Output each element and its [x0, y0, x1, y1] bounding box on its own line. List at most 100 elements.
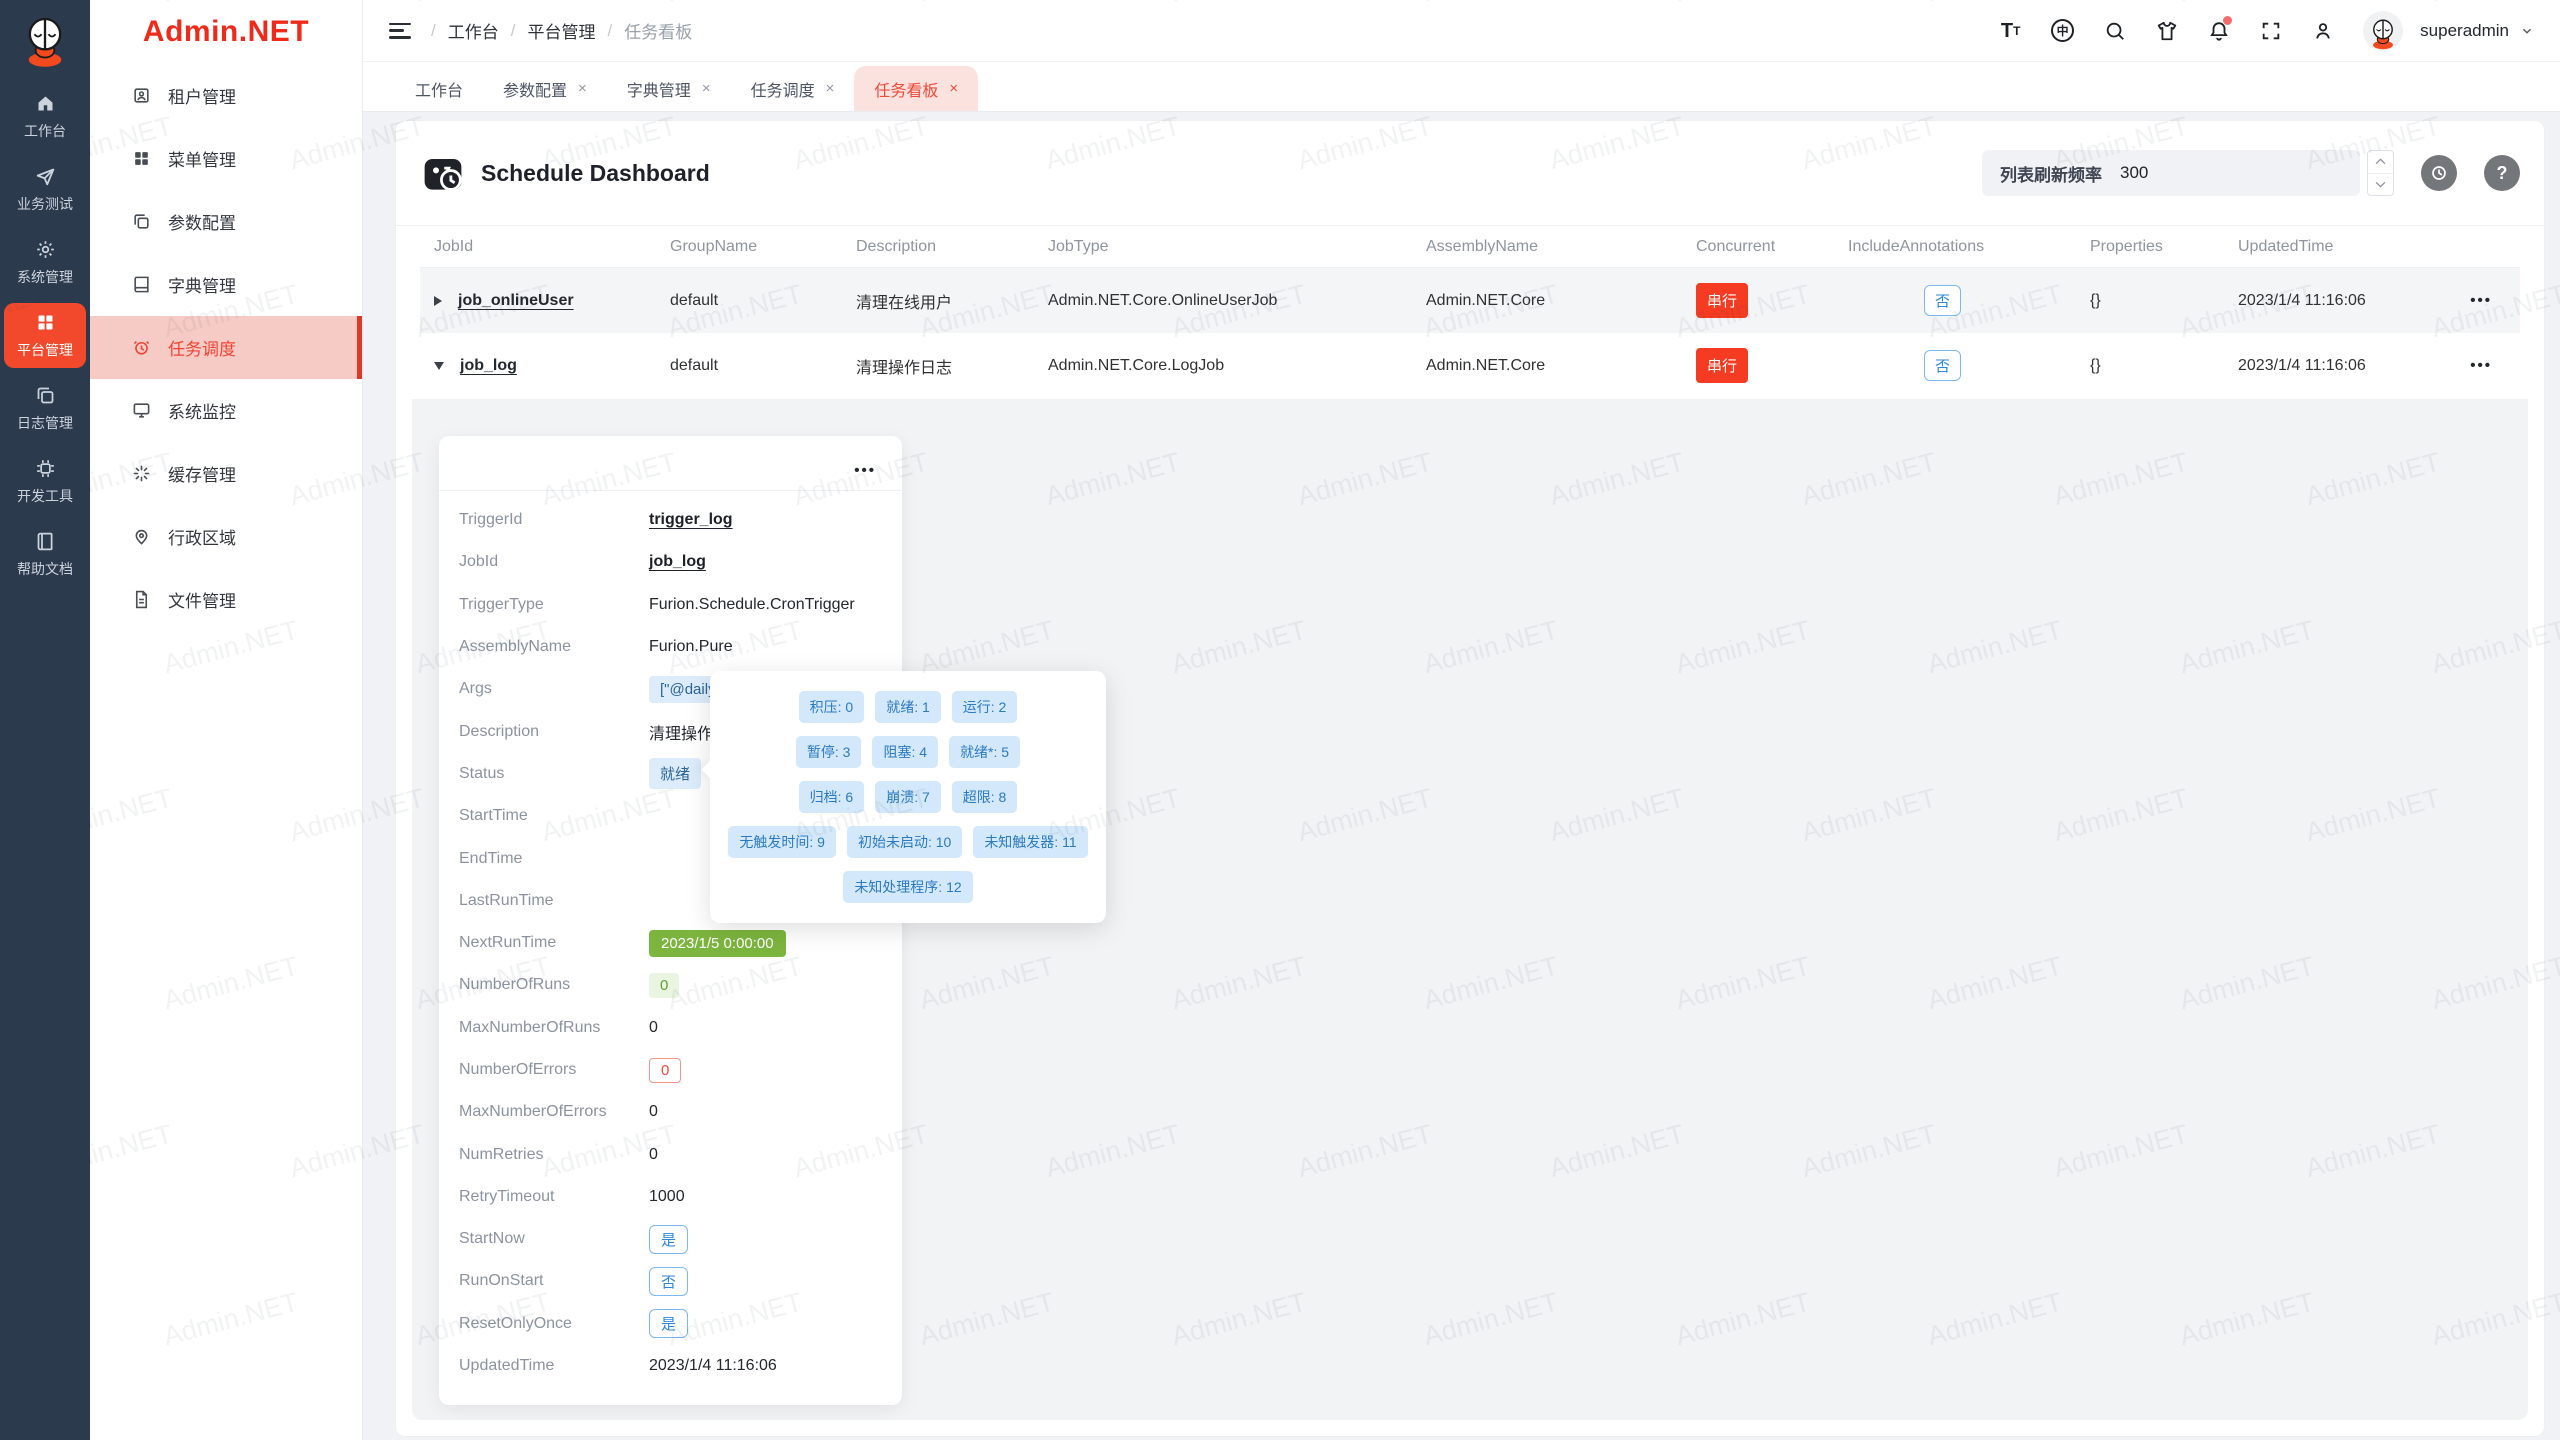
jobid-link[interactable]: job_log [460, 356, 517, 374]
cell-updatedtime: 2023/1/4 11:16:06 [2238, 356, 2366, 374]
sidebar-item-label: 菜单管理 [168, 151, 236, 170]
detail-row: TriggerId trigger_log [439, 499, 902, 541]
detail-label: NextRunTime [459, 934, 557, 952]
tab-close-icon[interactable]: × [578, 80, 587, 97]
sidebar-menu-item[interactable]: 菜单管理 [90, 127, 362, 190]
detail-label: ResetOnlyOnce [459, 1314, 572, 1332]
refresh-rate-stepper [2367, 150, 2394, 196]
breadcrumb-item[interactable]: 平台管理 [527, 23, 596, 42]
sidebar-menu-item[interactable]: 参数配置 [90, 190, 362, 253]
sidebar-menu-item[interactable]: 租户管理 [90, 64, 362, 127]
detail-label: TriggerType [459, 595, 544, 613]
refresh-rate-input[interactable]: 列表刷新频率 300 [1982, 150, 2360, 196]
tab[interactable]: 任务看板 × [854, 66, 979, 111]
rail-item-label: 帮助文档 [17, 561, 73, 577]
col-updatedtime: UpdatedTime [2238, 237, 2334, 255]
sidebar-item-label: 行政区域 [168, 529, 236, 548]
breadcrumb-item[interactable]: 工作台 [447, 23, 499, 42]
language-icon[interactable]: 中 [2051, 19, 2075, 42]
detail-value: 0 [649, 1057, 682, 1083]
status-badge: 运行: 2 [951, 691, 1018, 723]
notification-icon[interactable] [2207, 16, 2233, 42]
tab-label: 工作台 [415, 82, 464, 100]
detail-rows: TriggerId trigger_log JobId job_log Trig… [439, 499, 902, 1387]
rail-item[interactable]: 帮助文档 [4, 522, 86, 587]
fullscreen-icon[interactable] [2259, 19, 2282, 42]
row-actions-icon[interactable]: ••• [2470, 357, 2492, 374]
tab[interactable]: 任务调度 × [731, 66, 855, 111]
detail-row: NumberOfRuns 0 [439, 964, 902, 1006]
expand-row-icon[interactable] [434, 295, 442, 306]
row-actions-icon[interactable]: ••• [2470, 292, 2492, 309]
app-logo [17, 10, 73, 70]
rail-item[interactable]: 系统管理 [4, 230, 86, 295]
notification-badge-dot [2223, 16, 2233, 25]
jobid-link[interactable]: job_onlineUser [458, 291, 574, 309]
page-tabs: 工作台 × 参数配置 × 字典管理 × 任务调度 × 任务看板 × [363, 62, 2560, 112]
stepper-up-icon[interactable] [2368, 151, 2393, 174]
map-pin-icon [132, 527, 151, 546]
detail-value: 0 [649, 1018, 658, 1036]
sidebar-item-label: 系统监控 [168, 403, 236, 422]
collapse-sidebar-icon[interactable] [389, 22, 411, 39]
expand-row-icon[interactable] [434, 361, 444, 370]
sidebar-menu-item[interactable]: 行政区域 [90, 505, 362, 568]
page-title: Schedule Dashboard [481, 159, 710, 186]
avatar[interactable] [2363, 10, 2404, 51]
sidebar-menu-item[interactable]: 字典管理 [90, 253, 362, 316]
tab[interactable]: 字典管理 × [607, 66, 731, 111]
col-jobtype: JobType [1048, 237, 1109, 255]
detail-actions-icon[interactable]: ••• [854, 461, 876, 479]
rail-item[interactable]: 平台管理 [4, 303, 86, 368]
breadcrumb: / 工作台 / 平台管理 / 任务看板 [431, 18, 692, 43]
col-jobid: JobId [434, 237, 474, 255]
rail-items: 工作台 业务测试 系统管理 平台管理 日志管理 开发工具 帮助文档 [0, 80, 90, 591]
copy-icon [132, 212, 151, 231]
help-icon[interactable]: ? [2484, 155, 2520, 191]
gear-icon [35, 239, 56, 260]
tab-close-icon[interactable]: × [949, 80, 959, 97]
detail-row: UpdatedTime 2023/1/4 11:16:06 [439, 1345, 902, 1387]
detail-label: EndTime [459, 849, 523, 867]
status-badge: 初始未启动: 10 [846, 826, 963, 858]
chevron-down-icon[interactable] [2520, 24, 2534, 38]
tab-close-icon[interactable]: × [825, 80, 835, 97]
concurrent-badge: 串行 [1696, 348, 1749, 383]
col-assemblyname: AssemblyName [1426, 237, 1539, 255]
stepper-down-icon[interactable] [2368, 174, 2393, 196]
send-icon [35, 166, 56, 187]
detail-row: TriggerType Furion.Schedule.CronTrigger [439, 584, 902, 626]
tab[interactable]: 工作台 × [395, 66, 483, 111]
sidebar-item-label: 任务调度 [168, 340, 236, 359]
sidebar-menu-item[interactable]: 系统监控 [90, 379, 362, 442]
sidebar-menu-item[interactable]: 文件管理 [90, 568, 362, 631]
detail-row: Description 清理操作 [439, 710, 902, 752]
tab-label: 字典管理 [626, 82, 691, 100]
timer-icon[interactable] [2421, 155, 2457, 191]
breadcrumb-item[interactable]: 任务看板 [624, 23, 693, 42]
detail-value: Furion.Pure [649, 638, 733, 656]
rail-item[interactable]: 日志管理 [4, 376, 86, 441]
sidebar-menu-item[interactable]: 任务调度 [90, 316, 362, 379]
sidebar: Admin.NET 租户管理 菜单管理 参数配置 字典管理 任务调度 系统监控 [90, 0, 363, 1440]
rail-item-label: 系统管理 [17, 269, 73, 285]
status-badge: 无触发时间: 9 [728, 826, 836, 858]
detail-label: Args [459, 680, 492, 698]
detail-value: Furion.Schedule.CronTrigger [649, 595, 855, 613]
col-description: Description [856, 237, 937, 255]
rail-item[interactable]: 开发工具 [4, 449, 86, 514]
tab[interactable]: 参数配置 × [483, 66, 607, 111]
search-icon[interactable] [2103, 19, 2126, 42]
detail-label: RetryTimeout [459, 1187, 555, 1205]
theme-icon[interactable] [2155, 19, 2178, 42]
user-icon[interactable] [2311, 19, 2334, 42]
sidebar-menu-item[interactable]: 缓存管理 [90, 442, 362, 505]
tab-close-icon[interactable]: × [701, 80, 711, 97]
rail-item[interactable]: 业务测试 [4, 157, 86, 222]
detail-value: 0 [649, 972, 680, 998]
username[interactable]: superadmin [2420, 20, 2509, 40]
detail-value: trigger_log [649, 511, 733, 529]
rail-item[interactable]: 工作台 [4, 84, 86, 149]
cell-jobtype: Admin.NET.Core.OnlineUserJob [1048, 291, 1278, 309]
